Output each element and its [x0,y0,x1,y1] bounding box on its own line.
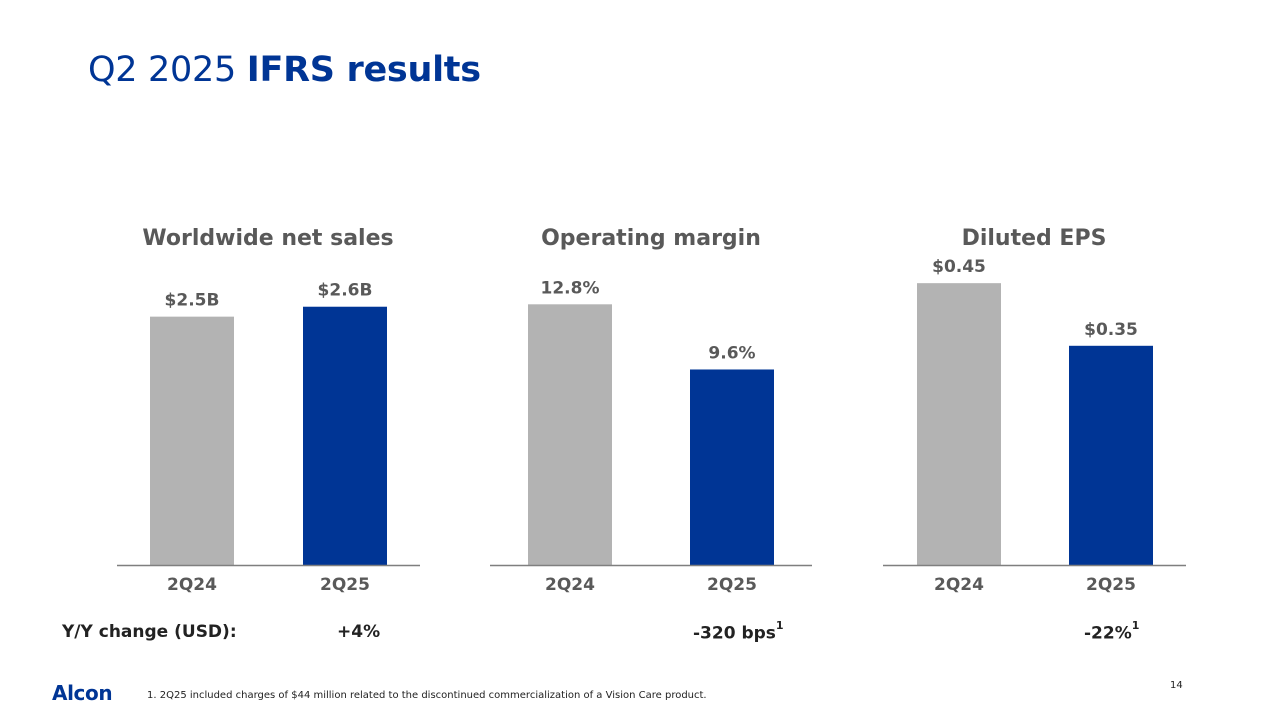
x-tick-worldwide-net-sales-2q24: 2Q24 [167,575,217,595]
bar-worldwide-net-sales-2q25 [303,306,387,565]
yoy-label: Y/Y change (USD): [62,622,237,642]
data-label-diluted-eps-2q24: $0.45 [932,257,986,277]
data-label-worldwide-net-sales-2q24: $2.5B [165,291,220,311]
yoy-eps-value: -22% [1084,623,1132,644]
chart-title-worldwide-net-sales: Worldwide net sales [142,226,393,251]
yoy-margin-footnote-marker: 1 [775,619,784,632]
data-label-operating-margin-2q24: 12.8% [541,278,600,298]
chart-title-operating-margin: Operating margin [541,226,761,251]
title-bold: IFRS results [246,50,481,90]
bar-diluted-eps-2q25 [1069,345,1153,565]
yoy-margin-value: -320 bps [693,623,776,644]
footnote: 1. 2Q25 included charges of $44 million … [147,690,707,701]
x-tick-diluted-eps-2q24: 2Q24 [934,575,984,595]
x-tick-operating-margin-2q25: 2Q25 [707,575,757,595]
yoy-margin: -320 bps1 [693,619,784,644]
x-tick-diluted-eps-2q25: 2Q25 [1086,575,1136,595]
yoy-sales: +4% [337,622,381,642]
bar-operating-margin-2q25 [690,369,774,565]
bar-worldwide-net-sales-2q24 [150,316,234,565]
page-number: 14 [1170,680,1183,691]
data-label-operating-margin-2q25: 9.6% [708,343,755,363]
bar-diluted-eps-2q24 [917,283,1001,565]
x-tick-worldwide-net-sales-2q25: 2Q25 [320,575,370,595]
data-label-diluted-eps-2q25: $0.35 [1084,320,1138,340]
chart-title-diluted-eps: Diluted EPS [962,226,1107,251]
yoy-eps: -22%1 [1084,619,1140,644]
x-tick-operating-margin-2q24: 2Q24 [545,575,595,595]
yoy-eps-footnote-marker: 1 [1131,619,1140,632]
alcon-logo: Alcon [52,681,113,705]
page-title: Q2 2025 IFRS results [88,50,481,90]
data-label-worldwide-net-sales-2q25: $2.6B [318,281,373,301]
bar-operating-margin-2q24 [528,304,612,565]
title-light: Q2 2025 [88,50,236,90]
